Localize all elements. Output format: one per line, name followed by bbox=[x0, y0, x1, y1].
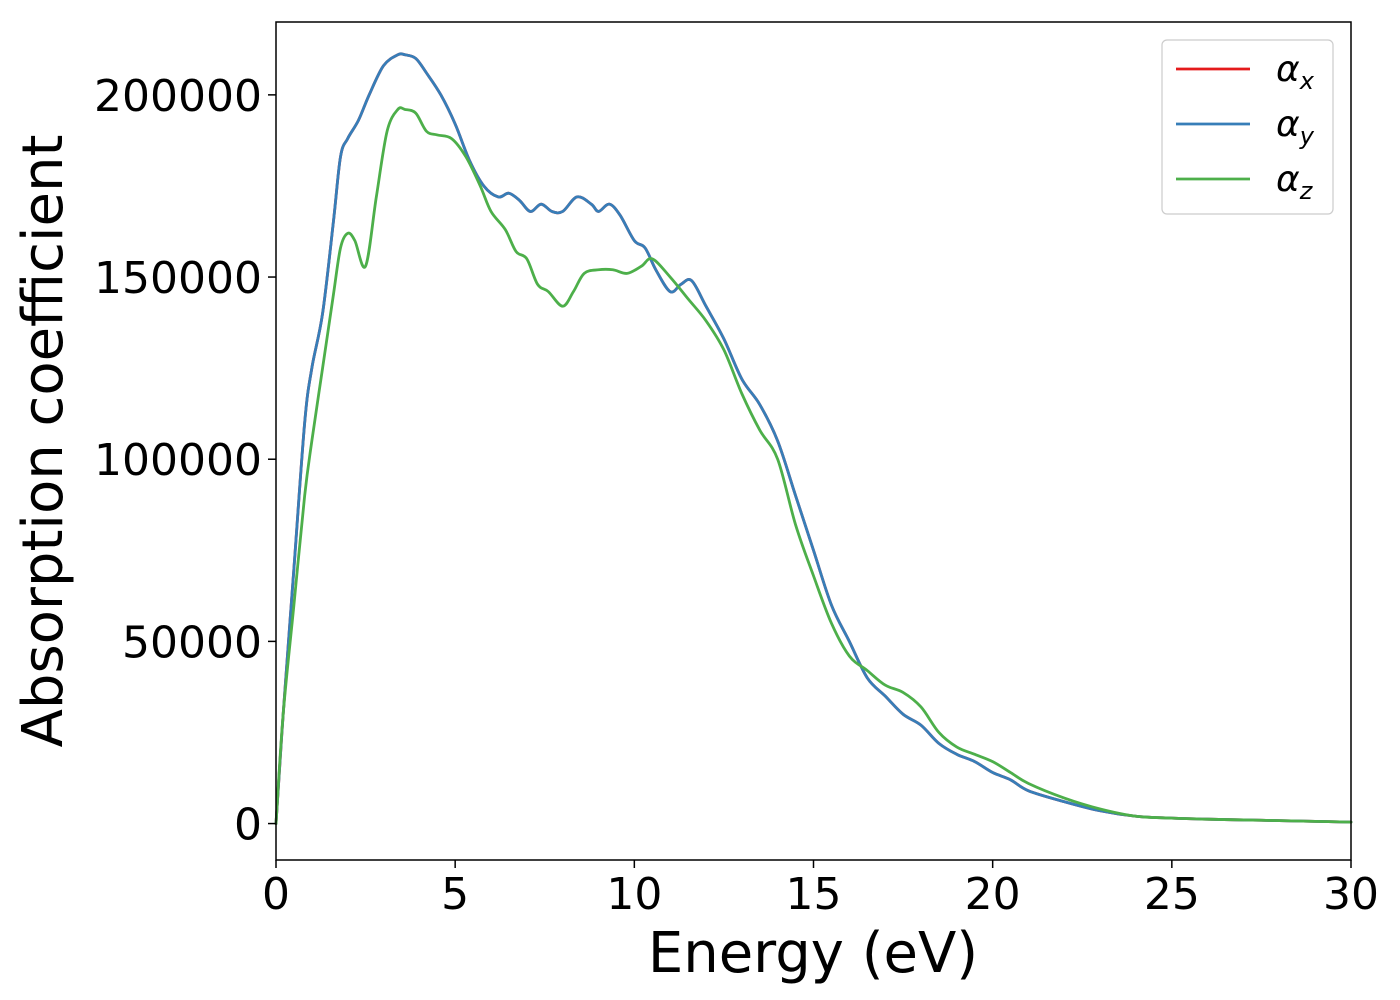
y-tick-label: 150000 bbox=[94, 253, 262, 304]
x-axis-title: Energy (eV) bbox=[648, 921, 978, 986]
y-axis-ticks: 0 50000 100000 150000 200000 bbox=[94, 71, 276, 851]
x-tick-label: 0 bbox=[262, 869, 290, 920]
x-tick-label: 25 bbox=[1144, 869, 1200, 920]
legend-box bbox=[1161, 39, 1334, 215]
y-tick-label: 50000 bbox=[122, 617, 262, 668]
y-tick-label: 0 bbox=[234, 800, 262, 851]
x-tick-label: 30 bbox=[1323, 869, 1379, 920]
legend: αx αy αz bbox=[1161, 39, 1334, 215]
legend-label-x: αx bbox=[1276, 49, 1315, 95]
series-layer bbox=[274, 52, 1353, 825]
series-line-z bbox=[274, 106, 1353, 825]
x-tick-label: 10 bbox=[606, 869, 662, 920]
x-tick-label: 20 bbox=[965, 869, 1021, 920]
series-line-y bbox=[274, 52, 1353, 825]
y-tick-label: 100000 bbox=[94, 435, 262, 486]
legend-label-z: αz bbox=[1276, 159, 1314, 205]
y-axis-title: Absorption coefficient bbox=[11, 135, 76, 748]
legend-label-y: αy bbox=[1276, 104, 1315, 150]
y-tick-label: 200000 bbox=[94, 71, 262, 122]
x-tick-label: 15 bbox=[786, 869, 842, 920]
x-axis-ticks: 0 5 10 15 20 25 30 bbox=[262, 860, 1379, 920]
x-tick-label: 5 bbox=[441, 869, 469, 920]
